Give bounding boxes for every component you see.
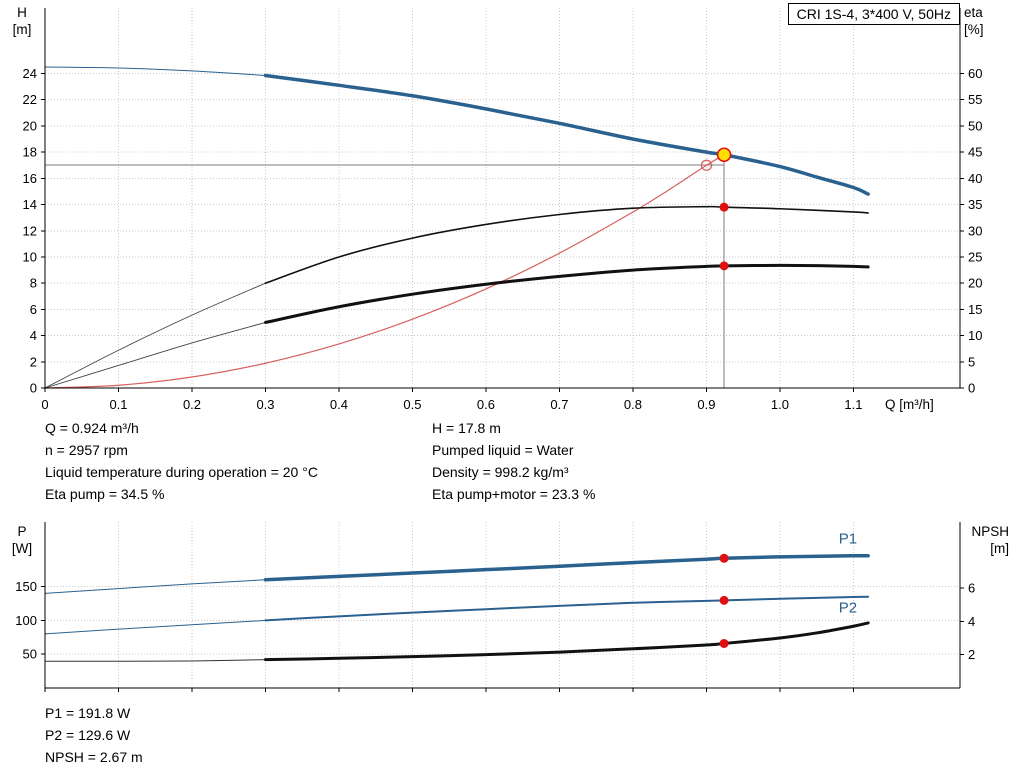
x-tick-label: 0.4 xyxy=(330,397,348,412)
y-tick-label: 8 xyxy=(30,276,37,291)
y-tick-label: 24 xyxy=(23,66,37,81)
y-tick-label: 6 xyxy=(30,302,37,317)
p1-curve-label: P1 xyxy=(839,530,857,547)
y-tick-label: 4 xyxy=(968,614,975,629)
x-tick-label: 0.7 xyxy=(550,397,568,412)
eta-pump-duty-marker xyxy=(719,202,729,212)
info-density: Density = 998.2 kg/m³ xyxy=(432,464,569,480)
x-tick-label: 0.5 xyxy=(403,397,421,412)
y-tick-label: 15 xyxy=(968,302,982,317)
y-tick-label: 4 xyxy=(30,328,37,343)
x-tick-label: 0.8 xyxy=(624,397,642,412)
info-head: H = 17.8 m xyxy=(432,420,501,436)
eta-axis-unit: [%] xyxy=(964,22,984,37)
info-eta-pump-motor: Eta pump+motor = 23.3 % xyxy=(432,486,596,502)
operating-point-info-left: Q = 0.924 m³/h n = 2957 rpm Liquid tempe… xyxy=(45,417,318,505)
y-tick-label: 50 xyxy=(968,118,982,133)
y-tick-label: 2 xyxy=(30,354,37,369)
y-tick-label: 18 xyxy=(23,145,37,160)
y-tick-label: 35 xyxy=(968,197,982,212)
y-tick-label: 55 xyxy=(968,92,982,107)
eta-pump-motor-duty-marker xyxy=(719,261,729,271)
y-tick-label: 0 xyxy=(968,381,975,396)
actual-duty-point[interactable] xyxy=(716,147,732,163)
head-axis-unit: [m] xyxy=(12,22,32,37)
y-tick-label: 25 xyxy=(968,249,982,264)
y-tick-label: 6 xyxy=(968,580,975,595)
head-axis-label: H [m] xyxy=(6,4,38,38)
y-tick-label: 22 xyxy=(23,92,37,107)
info-pumped-liquid: Pumped liquid = Water xyxy=(432,442,574,458)
y-tick-label: 10 xyxy=(23,249,37,264)
power-axis-symbol: P xyxy=(17,524,27,539)
power-info-block: P1 = 191.8 W P2 = 129.6 W NPSH = 2.67 m xyxy=(45,702,143,768)
x-tick-label: 0.1 xyxy=(109,397,127,412)
info-flow: Q = 0.924 m³/h xyxy=(45,420,139,436)
y-tick-label: 50 xyxy=(23,647,37,662)
p1-curve-low-flow xyxy=(44,579,266,594)
x-tick-label: 0.6 xyxy=(477,397,495,412)
y-tick-label: 14 xyxy=(23,197,37,212)
info-speed: n = 2957 rpm xyxy=(45,442,128,458)
y-tick-label: 5 xyxy=(968,354,975,369)
p1-curve xyxy=(263,553,870,582)
x-tick-label: 0 xyxy=(41,397,48,412)
system-curve xyxy=(44,154,725,389)
flow-axis-label: Q [m³/h] xyxy=(885,397,934,412)
y-tick-label: 40 xyxy=(968,171,982,186)
requested-duty-point xyxy=(700,159,713,171)
x-tick-label: 1.0 xyxy=(771,397,789,412)
npsh-axis-label: NPSH [m] xyxy=(962,523,1009,557)
eta-pump-low-flow xyxy=(44,282,266,389)
eta-axis-label: eta [%] xyxy=(964,4,984,38)
y-tick-label: 2 xyxy=(968,647,975,662)
head-curve xyxy=(263,73,870,196)
pump-model-title: CRI 1S-4, 3*400 V, 50Hz xyxy=(787,3,960,25)
info-npsh: NPSH = 2.67 m xyxy=(45,749,143,765)
y-tick-label: 100 xyxy=(15,613,37,628)
x-tick-label: 0.2 xyxy=(183,397,201,412)
head-axis-symbol: H xyxy=(17,5,27,20)
eta-pump-curve xyxy=(264,205,869,284)
y-tick-label: 20 xyxy=(968,276,982,291)
npsh-curve xyxy=(263,621,870,662)
y-tick-label: 20 xyxy=(23,118,37,133)
y-tick-label: 150 xyxy=(15,579,37,594)
y-tick-label: 16 xyxy=(23,171,37,186)
p2-curve-low-flow xyxy=(44,619,266,635)
p2-duty-marker xyxy=(719,595,729,605)
eta-pump-motor-curve xyxy=(263,263,870,324)
p2-curve-label: P2 xyxy=(839,599,857,616)
npsh-axis-unit: [m] xyxy=(990,541,1009,556)
info-liquid-temperature: Liquid temperature during operation = 20… xyxy=(45,464,318,480)
npsh-axis-symbol: NPSH xyxy=(971,524,1009,539)
y-tick-label: 45 xyxy=(968,145,982,160)
y-tick-label: 12 xyxy=(23,223,37,238)
y-tick-label: 30 xyxy=(968,223,982,238)
info-p2: P2 = 129.6 W xyxy=(45,727,131,743)
eta-axis-symbol: eta xyxy=(964,5,983,20)
npsh-curve-low-flow xyxy=(44,659,266,662)
power-axis-label: P [W] xyxy=(6,523,38,557)
info-eta-pump: Eta pump = 34.5 % xyxy=(45,486,165,502)
y-tick-label: 0 xyxy=(30,381,37,396)
x-tick-label: 0.9 xyxy=(697,397,715,412)
power-axis-unit: [W] xyxy=(11,541,33,556)
y-tick-label: 10 xyxy=(968,328,982,343)
p2-curve xyxy=(264,595,870,622)
x-tick-label: 0.3 xyxy=(256,397,274,412)
info-p1: P1 = 191.8 W xyxy=(45,705,131,721)
p1-duty-marker xyxy=(719,553,729,563)
operating-point-info-right: H = 17.8 m Pumped liquid = Water Density… xyxy=(432,417,595,505)
x-tick-label: 1.1 xyxy=(844,397,862,412)
head-curve-low-flow xyxy=(44,66,266,76)
eta-pump-motor-low-flow xyxy=(44,322,266,389)
npsh-duty-marker xyxy=(719,638,729,648)
y-tick-label: 60 xyxy=(968,66,982,81)
